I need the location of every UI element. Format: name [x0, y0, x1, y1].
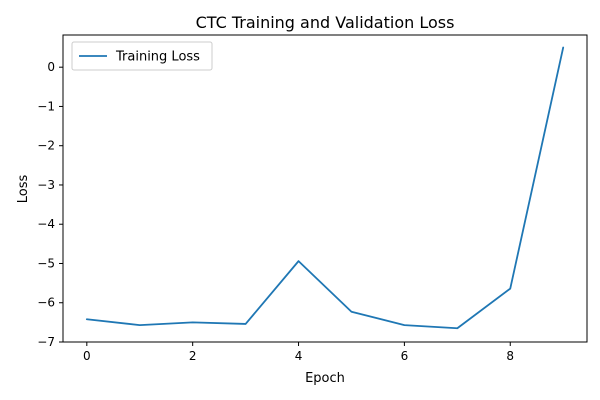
x-tick-label-4: 8	[506, 349, 514, 363]
plot-area	[63, 35, 587, 342]
series-layer	[85, 46, 565, 330]
x-tick-label-0: 0	[83, 349, 91, 363]
y-tick-label-5: −5	[37, 256, 55, 270]
y-tick-label-0: 0	[47, 60, 55, 74]
y-axis-label: Loss	[16, 175, 31, 204]
series-line-training-loss	[85, 46, 565, 330]
y-tick-label-4: −4	[37, 217, 55, 231]
chart-title: CTC Training and Validation Loss	[196, 13, 455, 32]
x-tick-label-2: 4	[295, 349, 303, 363]
x-tick-label-1: 2	[189, 349, 197, 363]
legend-label-training-loss: Training Loss	[115, 50, 200, 65]
x-tick-label-3: 6	[401, 349, 409, 363]
x-axis-ticks: 0 2 4 6 8	[83, 342, 514, 363]
y-tick-label-1: −1	[37, 99, 55, 113]
y-axis-ticks: 0 −1 −2 −3 −4 −5 −6 −7	[37, 60, 63, 349]
plot-frame	[62, 34, 588, 343]
x-axis-label: Epoch	[305, 371, 345, 386]
y-tick-label-2: −2	[37, 139, 55, 153]
y-tick-label-3: −3	[37, 178, 55, 192]
y-tick-label-7: −7	[37, 335, 55, 349]
y-tick-label-6: −6	[37, 296, 55, 310]
legend: Training Loss	[71, 41, 213, 71]
legend-box	[71, 41, 213, 71]
